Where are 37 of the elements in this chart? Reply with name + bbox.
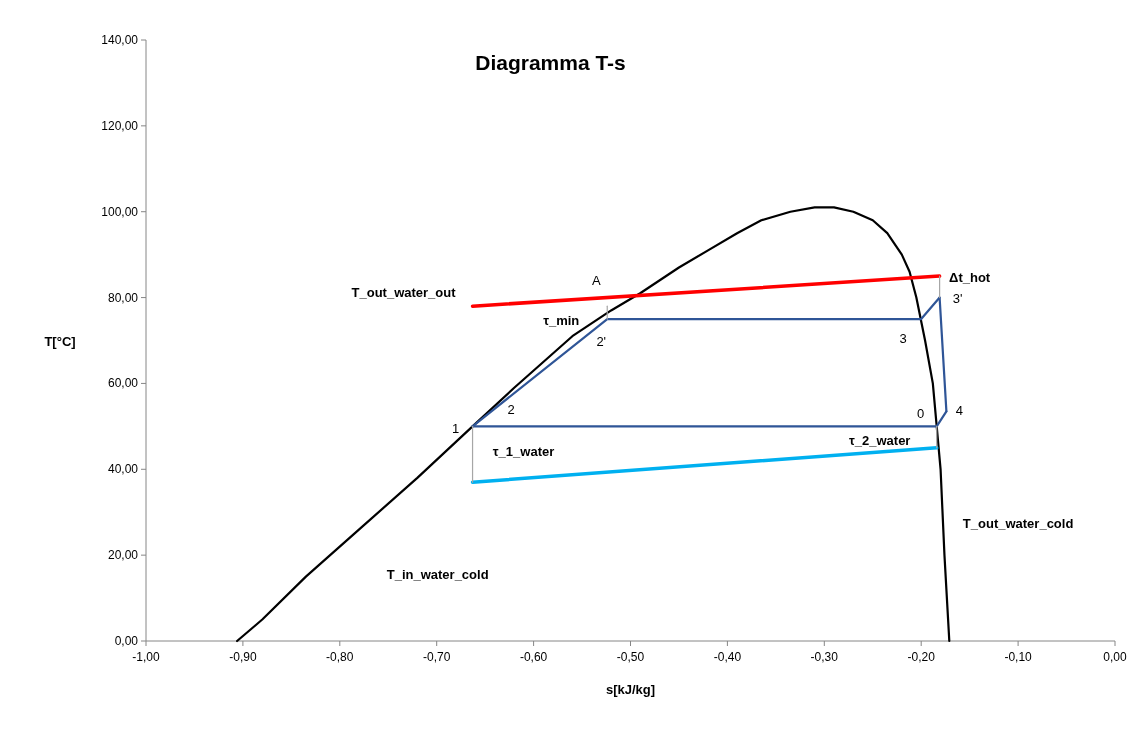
x-tick-label: -0,70 — [423, 650, 451, 664]
annotation: Δt_hot — [949, 270, 991, 286]
x-axis-title: s[kJ/kg] — [605, 682, 656, 697]
x-tick-label: -0,10 — [1004, 650, 1033, 664]
x-tick-label: -0,60 — [519, 650, 548, 664]
annotation: T_out_water_cold — [962, 516, 1074, 532]
annotation: τ_1_water — [492, 444, 555, 460]
y-tick-label: 100,00 — [101, 204, 139, 219]
y-axis-title: T[°C] — [44, 333, 76, 349]
x-tick-label: -0,40 — [713, 650, 742, 664]
annotation: 4 — [955, 403, 964, 419]
annotation: 0 — [917, 406, 925, 422]
annotation: τ_min — [543, 312, 580, 328]
annotation: 3' — [952, 290, 963, 306]
y-tick-label: 140,00 — [101, 33, 139, 47]
annotation: T_out_water_out — [351, 285, 457, 301]
y-tick-label: 120,00 — [101, 118, 139, 133]
y-tick-label: 20,00 — [107, 548, 139, 563]
text: Diagramma T-s — [475, 51, 626, 74]
annotation: 3 — [899, 331, 907, 347]
x-tick-label: -0,50 — [616, 650, 645, 664]
annotation: 1 — [451, 421, 460, 437]
x-tick-label: -1,00 — [132, 650, 160, 664]
y-tick-label: 60,00 — [107, 376, 139, 391]
x-tick-label: -0,20 — [907, 650, 936, 664]
y-tick-label: 40,00 — [107, 462, 139, 477]
x-tick-label: -0,90 — [229, 650, 257, 664]
annotation: T_in_water_cold — [386, 567, 489, 583]
y-tick-label: 0,00 — [114, 634, 139, 648]
x-tick-label: -0,80 — [326, 650, 354, 664]
annotation: 2 — [507, 402, 515, 418]
annotation: A — [591, 273, 601, 289]
y-tick-label: 80,00 — [107, 290, 139, 305]
annotation: τ_2_water — [848, 433, 911, 449]
x-tick-label: -0,30 — [810, 650, 839, 664]
x-tick-label: 0,00 — [1103, 650, 1127, 664]
annotation: 2' — [596, 334, 607, 350]
